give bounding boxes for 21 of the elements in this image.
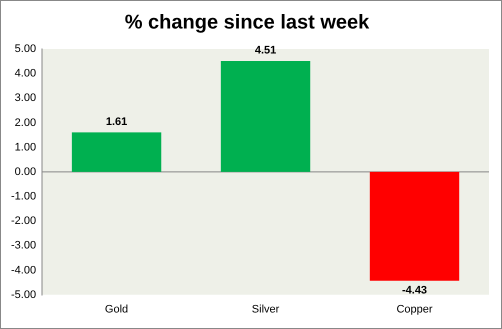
x-tick-label: Gold	[104, 303, 128, 316]
y-tick-label: 2.00	[14, 116, 36, 129]
data-label: 4.51	[254, 44, 276, 57]
bar	[72, 132, 162, 172]
y-tick-label: -1.00	[10, 190, 36, 203]
y-tick-label: 0.00	[14, 166, 36, 178]
data-label: 1.61	[106, 116, 128, 128]
y-tick-label: 4.00	[14, 68, 36, 80]
y-tick-label: -5.00	[10, 288, 36, 301]
y-tick-label: 3.00	[14, 92, 36, 104]
bar	[220, 61, 310, 172]
y-tick-label: -4.00	[10, 264, 36, 276]
y-tick-label: -3.00	[10, 240, 36, 252]
y-tick-label: -2.00	[10, 215, 36, 228]
chart-title: % change since last week	[124, 12, 370, 34]
y-tick-label: 1.00	[14, 141, 36, 154]
x-tick-label: Silver	[252, 303, 280, 316]
y-tick-label: 5.00	[14, 43, 36, 56]
data-label: -4.43	[402, 284, 428, 296]
x-tick-label: Copper	[396, 303, 433, 316]
bar	[370, 172, 460, 281]
